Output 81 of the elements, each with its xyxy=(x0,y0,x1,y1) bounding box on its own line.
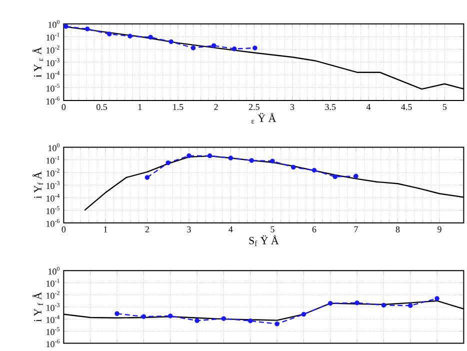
point xyxy=(228,156,234,161)
y-tick-label: 10$^{0}$ xyxy=(48,144,60,152)
x-tick-label: 3 xyxy=(290,104,294,110)
y-tick-label: 10$^{-1}$ xyxy=(46,156,60,164)
point xyxy=(354,300,360,306)
x-tick-label: 7 xyxy=(354,226,358,232)
point xyxy=(168,314,173,319)
point xyxy=(128,34,132,39)
y-tick-label: 10$^{-2}$ xyxy=(46,291,60,300)
y-axis-title: i Y$_{f}$ Å xyxy=(32,172,43,199)
x-tick-label: 0 xyxy=(62,104,66,110)
x-axis-title: $_{ε}$ Ÿ Å xyxy=(252,113,276,124)
point xyxy=(211,43,216,48)
x-tick-label: 3.5 xyxy=(325,104,336,110)
point xyxy=(381,303,386,308)
y-tick-label: 10$^{-2}$ xyxy=(46,46,60,54)
point xyxy=(194,318,200,324)
point xyxy=(186,154,192,158)
point xyxy=(332,174,338,180)
x-tick-label: 8 xyxy=(396,226,400,233)
point xyxy=(252,46,258,51)
x-tick-label: 5 xyxy=(442,104,447,110)
point xyxy=(248,318,253,324)
x-tick-label: 9 xyxy=(438,226,442,233)
y-tick-label: 10$^{-6}$ xyxy=(46,96,60,105)
point xyxy=(328,301,333,306)
point xyxy=(221,316,226,322)
x-tick-label: 4 xyxy=(366,104,371,110)
y-tick-label: 10$^{-3}$ xyxy=(46,303,60,312)
point xyxy=(274,322,280,327)
y-tick-label: 10$^{-4}$ xyxy=(46,315,60,324)
y-tick-label: 10$^{0}$ xyxy=(48,266,60,275)
y-tick-label: 10$^{-6}$ xyxy=(46,219,60,228)
x-tick-label: 4 xyxy=(228,226,233,233)
point xyxy=(301,312,306,317)
point xyxy=(141,314,146,320)
x-tick-label: 5 xyxy=(270,226,274,233)
y-tick-label: 10$^{-6}$ xyxy=(46,340,60,348)
x-tick-label: 4.5 xyxy=(401,104,412,110)
y-tick-label: 10$^{0}$ xyxy=(48,20,60,28)
point xyxy=(408,303,413,308)
y-tick-label: 10$^{-5}$ xyxy=(46,206,60,214)
point xyxy=(270,158,275,164)
x-tick-label: 2.5 xyxy=(248,104,260,110)
y-tick-label: 10$^{-4}$ xyxy=(46,71,60,80)
point xyxy=(249,158,254,164)
x-tick-label: 2 xyxy=(145,226,149,233)
point xyxy=(114,312,120,316)
point xyxy=(434,296,440,302)
point xyxy=(166,160,170,166)
y-tick-label: 10$^{-5}$ xyxy=(46,84,60,92)
x-tick-label: 0.5 xyxy=(96,104,108,110)
point xyxy=(107,32,112,37)
point xyxy=(148,35,153,40)
x-tick-label: 3 xyxy=(187,226,191,233)
point xyxy=(290,165,296,170)
point xyxy=(144,175,150,180)
y-tick-label: 10$^{-1}$ xyxy=(46,32,60,41)
x-tick-label: 1 xyxy=(104,226,108,233)
x-tick-label: 0 xyxy=(62,226,66,233)
point xyxy=(168,40,174,44)
x-tick-label: 6 xyxy=(312,226,316,233)
point xyxy=(190,46,196,51)
y-tick-label: 10$^{-3}$ xyxy=(46,181,60,190)
y-tick-label: 10$^{-2}$ xyxy=(46,168,60,177)
point xyxy=(312,168,317,173)
point xyxy=(84,26,90,32)
x-tick-label: 1 xyxy=(138,104,142,110)
point xyxy=(354,174,358,179)
point xyxy=(232,46,237,52)
y-axis-title: i Y $_{ε}$ Å xyxy=(32,47,43,78)
point xyxy=(207,154,212,158)
y-axis-title: i Y $_{f}$ Å xyxy=(32,292,43,322)
x-axis-title: S$_{f}$ Ÿ Å xyxy=(249,236,279,246)
point xyxy=(64,24,68,30)
x-tick-label: 2 xyxy=(214,104,218,110)
x-tick-label: 1.5 xyxy=(173,104,184,110)
y-tick-label: 10$^{-4}$ xyxy=(46,194,60,202)
y-tick-label: 10$^{-1}$ xyxy=(46,279,60,287)
y-tick-label: 10$^{-3}$ xyxy=(46,58,60,66)
y-tick-label: 10$^{-5}$ xyxy=(46,328,60,336)
